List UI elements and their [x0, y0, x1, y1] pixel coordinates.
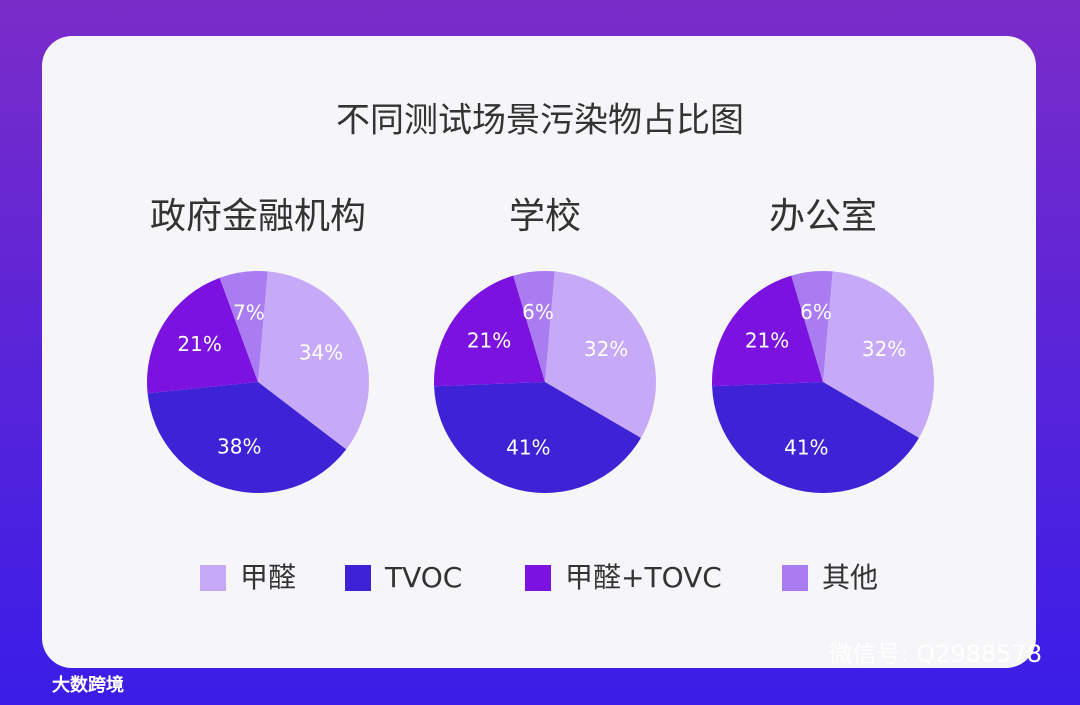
data-label: 6%: [522, 300, 554, 324]
data-label: 32%: [584, 337, 628, 361]
data-label: 41%: [506, 435, 550, 459]
pie-slice: [823, 271, 934, 438]
data-label: 7%: [233, 300, 265, 324]
legend-swatch: [782, 565, 808, 591]
data-label: 6%: [800, 300, 832, 324]
pie-slice: [434, 275, 545, 387]
legend-swatch: [345, 565, 371, 591]
pie-title: 政府金融机构: [150, 196, 366, 237]
data-label: 34%: [299, 341, 343, 365]
pie-title: 办公室: [769, 196, 877, 237]
legend-label: 甲醛: [240, 561, 296, 594]
data-label: 21%: [177, 332, 221, 356]
pie-slice: [545, 271, 656, 438]
legend-swatch: [200, 565, 226, 591]
pie-slice: [147, 382, 347, 494]
pie-title: 学校: [509, 196, 581, 237]
watermark: 微信号: Q2988578: [829, 640, 1043, 668]
pie-slice: [712, 275, 823, 387]
legend-label: TVOC: [384, 561, 462, 594]
pie-slice: [791, 270, 833, 382]
pie-slice: [146, 277, 258, 394]
pie-slice: [513, 270, 555, 382]
logo: 大数跨境: [52, 674, 124, 696]
data-label: 41%: [784, 435, 828, 459]
data-label: 21%: [467, 328, 511, 352]
pie-slice: [434, 382, 641, 493]
pie-slice: [219, 271, 268, 382]
legend-swatch: [525, 565, 551, 591]
legend-label: 甲醛+TOVC: [565, 561, 722, 594]
data-label: 32%: [862, 337, 906, 361]
data-label: 38%: [217, 435, 261, 459]
pie-slice: [258, 271, 370, 450]
pie-slice: [712, 382, 919, 494]
legend-label: 其他: [822, 561, 878, 594]
data-label: 21%: [745, 328, 789, 352]
main-title: 不同测试场景污染物占比图: [336, 101, 744, 141]
